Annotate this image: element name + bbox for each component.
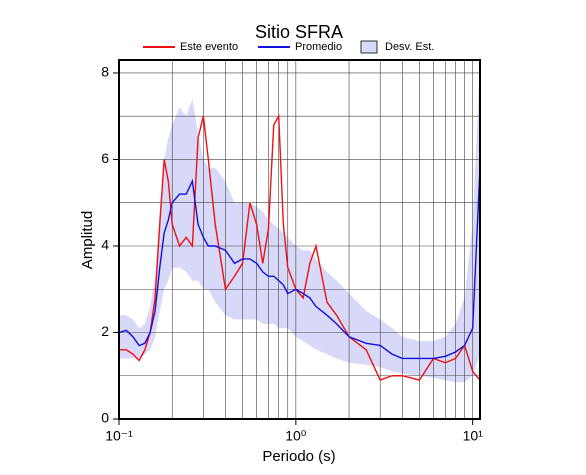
y-tick-label: 0 (101, 410, 109, 426)
y-axis-label: Amplitud (79, 211, 96, 269)
x-axis-label: Periodo (s) (262, 448, 335, 465)
y-tick-label: 2 (101, 323, 109, 339)
x-tick-label: 10⁻¹ (105, 428, 133, 444)
x-tick-label: 10¹ (463, 428, 484, 444)
legend-label: Este evento (180, 41, 238, 53)
y-tick-label: 8 (101, 64, 109, 80)
series-line (118, 168, 481, 360)
legend-swatch (360, 40, 378, 54)
series-line (119, 113, 481, 381)
chart-title: Sitio SFRA (255, 22, 343, 42)
legend-label: Promedio (295, 41, 342, 53)
y-tick-label: 4 (101, 237, 109, 253)
plot-frame (118, 59, 481, 420)
legend-label: Desv. Est. (385, 41, 434, 53)
y-tick-label: 6 (101, 150, 109, 166)
std-band (119, 60, 480, 383)
x-tick-label: 10⁰ (285, 428, 307, 444)
